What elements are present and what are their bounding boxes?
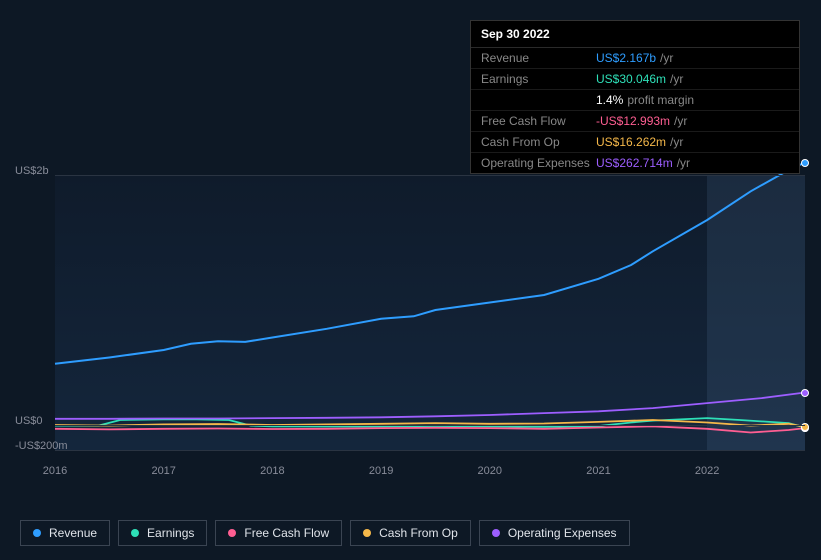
tooltip-metric-unit: /yr (670, 135, 683, 149)
legend-item-operating-expenses[interactable]: Operating Expenses (479, 520, 630, 546)
x-axis-label: 2019 (369, 465, 393, 477)
series-line-operating-expenses (55, 393, 805, 419)
series-line-free-cash-flow (55, 426, 805, 432)
legend-item-earnings[interactable]: Earnings (118, 520, 207, 546)
legend-item-cash-from-op[interactable]: Cash From Op (350, 520, 471, 546)
tooltip-row: 1.4% profit margin (471, 90, 799, 111)
tooltip-metric-unit: profit margin (627, 93, 694, 107)
legend-item-revenue[interactable]: Revenue (20, 520, 110, 546)
tooltip-metric-unit: /yr (674, 114, 687, 128)
x-axis-label: 2018 (260, 465, 284, 477)
chart-legend: Revenue Earnings Free Cash Flow Cash From O… (20, 520, 630, 546)
legend-color-dot (228, 529, 236, 537)
tooltip-metric-value: 1.4% (596, 93, 623, 107)
tooltip-row: Free Cash Flow-US$12.993m/yr (471, 111, 799, 132)
tooltip-metric-unit: /yr (660, 51, 673, 65)
chart-lines (55, 175, 805, 450)
tooltip-metric-unit: /yr (670, 72, 683, 86)
legend-label: Operating Expenses (508, 526, 617, 540)
tooltip-metric-value: US$262.714m (596, 156, 673, 170)
tooltip-metric-unit: /yr (677, 156, 690, 170)
legend-color-dot (33, 529, 41, 537)
x-axis-label: 2021 (586, 465, 610, 477)
tooltip-row: Operating ExpensesUS$262.714m/yr (471, 153, 799, 173)
legend-color-dot (492, 529, 500, 537)
legend-color-dot (363, 529, 371, 537)
tooltip-metric-value: US$30.046m (596, 72, 666, 86)
tooltip-metric-label: Cash From Op (481, 135, 596, 149)
x-axis-label: 2020 (478, 465, 502, 477)
x-axis-label: 2022 (695, 465, 719, 477)
financials-chart: 2016201720182019202020212022 US$2bUS$0-U… (15, 175, 805, 475)
tooltip-row: EarningsUS$30.046m/yr (471, 69, 799, 90)
tooltip-metric-label: Operating Expenses (481, 156, 596, 170)
legend-label: Revenue (49, 526, 97, 540)
legend-label: Earnings (147, 526, 194, 540)
series-line-revenue (55, 163, 805, 364)
tooltip-date: Sep 30 2022 (471, 21, 799, 48)
tooltip-row: RevenueUS$2.167b/yr (471, 48, 799, 69)
legend-item-free-cash-flow[interactable]: Free Cash Flow (215, 520, 342, 546)
tooltip-metric-label (481, 93, 596, 107)
tooltip-row: Cash From OpUS$16.262m/yr (471, 132, 799, 153)
tooltip-metric-value: US$16.262m (596, 135, 666, 149)
x-axis-label: 2017 (151, 465, 175, 477)
chart-tooltip: Sep 30 2022 RevenueUS$2.167b/yrEarningsU… (470, 20, 800, 174)
tooltip-metric-label: Revenue (481, 51, 596, 65)
grid-line (55, 175, 805, 176)
series-end-marker (801, 389, 809, 397)
tooltip-metric-label: Earnings (481, 72, 596, 86)
grid-line (55, 425, 805, 426)
legend-color-dot (131, 529, 139, 537)
x-axis-label: 2016 (43, 465, 67, 477)
y-axis-label: US$2b (15, 165, 49, 177)
tooltip-metric-label: Free Cash Flow (481, 114, 596, 128)
grid-line (55, 450, 805, 451)
legend-label: Cash From Op (379, 526, 458, 540)
series-end-marker (801, 159, 809, 167)
tooltip-metric-value: US$2.167b (596, 51, 656, 65)
legend-label: Free Cash Flow (244, 526, 329, 540)
tooltip-metric-value: -US$12.993m (596, 114, 670, 128)
y-axis-label: US$0 (15, 415, 43, 427)
plot-region[interactable] (55, 175, 805, 450)
